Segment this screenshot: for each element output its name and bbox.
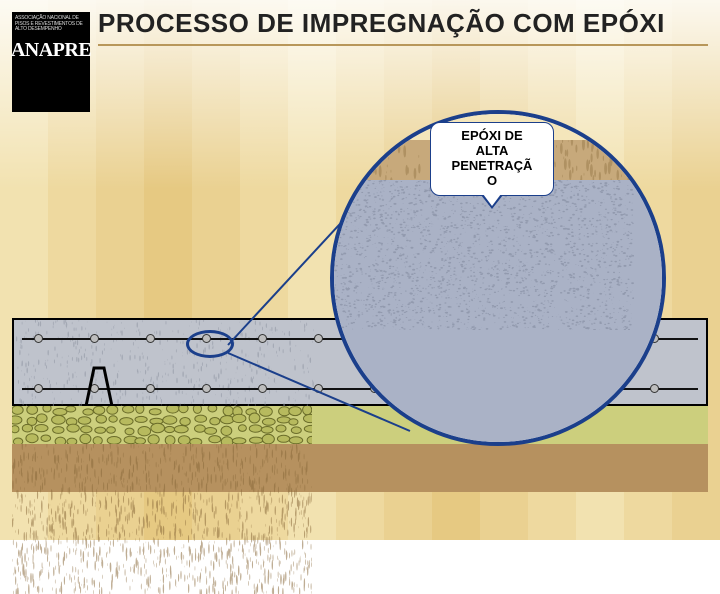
logo-brand: ANAPRE bbox=[11, 39, 91, 62]
brand-logo: ASSOCIAÇÃO NACIONAL DE PISOS E REVESTIME… bbox=[12, 12, 90, 112]
slide: ASSOCIAÇÃO NACIONAL DE PISOS E REVESTIME… bbox=[0, 0, 720, 540]
callout-line: O bbox=[441, 174, 543, 189]
title-underline bbox=[98, 44, 708, 46]
rebar-chair bbox=[82, 366, 116, 406]
page-title: PROCESSO DE IMPREGNAÇÃO COM EPÓXI bbox=[98, 8, 708, 39]
callout-line: ALTA bbox=[441, 144, 543, 159]
callout-box: EPÓXI DE ALTA PENETRAÇÃ O bbox=[430, 122, 554, 196]
callout-line: EPÓXI DE bbox=[441, 129, 543, 144]
callout-arrow-icon bbox=[481, 195, 503, 209]
callout-label: EPÓXI DE ALTA PENETRAÇÃ O bbox=[430, 122, 554, 210]
subsoil-layer bbox=[12, 444, 708, 492]
logo-tagline: ASSOCIAÇÃO NACIONAL DE PISOS E REVESTIME… bbox=[15, 16, 87, 33]
magnifier-concrete-layer bbox=[334, 180, 662, 442]
callout-line: PENETRAÇÃ bbox=[441, 159, 543, 174]
